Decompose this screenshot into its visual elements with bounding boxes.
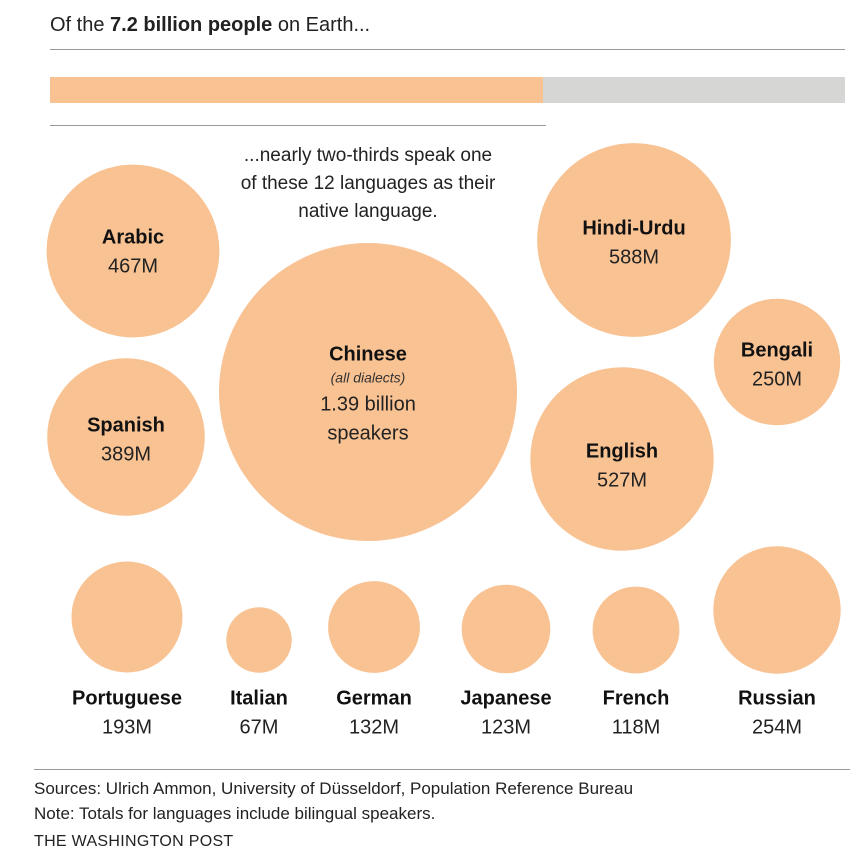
bubble-label-bengali: Bengali [741,339,813,361]
bubble-spanish [47,358,205,516]
bubble-hindi-urdu [537,143,731,337]
headline-bold: 7.2 billion people [110,14,273,36]
bubble-value-portuguese: 193M [102,716,152,738]
headline: Of the 7.2 billion people on Earth... [50,14,370,37]
bubble-german [328,581,420,673]
bubble-value-chinese: speakers [327,422,408,444]
population-bar-track [50,77,845,103]
bubble-value-spanish: 389M [101,443,151,465]
bubble-value-french: 118M [612,716,661,738]
bubble-label-portuguese: Portuguese [72,687,182,709]
intro-text-line: ...nearly two-thirds speak one [244,145,492,166]
bubble-russian [713,546,841,674]
intro-text-line: native language. [298,201,437,222]
population-bar-fill [50,77,543,103]
bubble-bengali [713,298,841,426]
footer-divider [34,769,850,770]
bubble-label-russian: Russian [738,687,816,709]
intro-text-line: of these 12 languages as their [241,173,496,194]
bubble-english [530,367,714,551]
bubble-label-chinese: Chinese [329,343,407,365]
bubble-label-german: German [336,687,412,709]
bubble-french [592,586,680,674]
bubble-portuguese [71,561,183,673]
fraction-divider [50,125,546,126]
sources-text: Sources: Ulrich Ammon, University of Düs… [34,779,634,798]
bubble-italian [226,607,292,673]
bubble-label-japanese: Japanese [460,687,551,709]
bubble-value-japanese: 123M [481,716,531,738]
bubble-value-bengali: 250M [752,368,802,390]
bubble-label-arabic: Arabic [102,226,164,248]
bubble-label-french: French [603,687,670,709]
bubble-chart: Chinese (all dialects) 1.39 billion speaker… [46,143,841,738]
bubble-label-english: English [586,440,658,462]
bubble-value-italian: 67M [240,716,279,738]
bubble-label-spanish: Spanish [87,414,165,436]
top-divider [50,49,845,50]
publisher-logo: THE WASHINGTON POST [34,833,234,850]
headline-suffix: on Earth... [272,14,371,36]
note-text: Note: Totals for languages include bilin… [34,804,436,823]
bubble-chinese [219,243,517,541]
bubble-value-english: 527M [597,469,647,491]
bubble-value-hindi-urdu: 588M [609,246,659,268]
bubble-value-german: 132M [349,716,399,738]
bubble-value-arabic: 467M [108,255,158,277]
bubble-value-russian: 254M [752,716,802,738]
bubble-label-hindi-urdu: Hindi-Urdu [582,217,685,239]
bubble-sublabel-chinese: (all dialects) [331,370,406,386]
bubble-arabic [46,164,220,338]
headline-prefix: Of the [50,14,111,36]
bubble-japanese [461,584,551,674]
bubble-value-chinese: 1.39 billion [320,393,416,415]
bubble-label-italian: Italian [230,687,288,709]
